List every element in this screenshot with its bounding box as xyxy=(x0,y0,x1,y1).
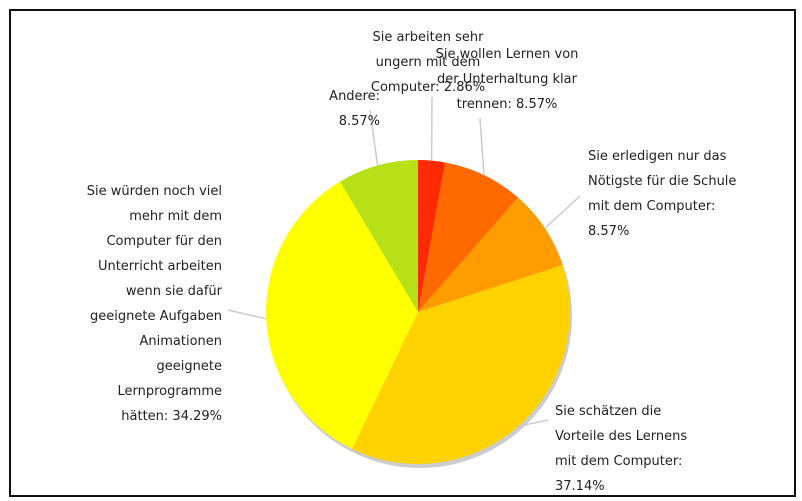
pie-slice xyxy=(266,181,418,449)
data-label: Sie schätzen die Vorteile des Lernens mi… xyxy=(555,404,688,494)
pie-slice xyxy=(418,160,446,312)
frame xyxy=(9,9,796,497)
leader-line xyxy=(544,195,581,229)
leader-line xyxy=(369,109,379,166)
pie-slice xyxy=(340,160,418,312)
leader-line xyxy=(227,309,267,320)
pie-slice xyxy=(418,162,519,312)
data-label: Sie wollen Lernen von der Unterhaltung k… xyxy=(435,47,579,112)
pie-slice xyxy=(352,265,571,464)
leader-line xyxy=(479,117,485,176)
data-label: Sie würden noch viel mehr mit dem Comput… xyxy=(86,184,222,424)
data-label: Sie erledigen nur das Nötigste für die S… xyxy=(588,149,737,239)
data-label: Andere: 8.57% xyxy=(329,89,380,129)
leader-line xyxy=(517,419,549,428)
pie-slice xyxy=(418,197,563,312)
data-label: Sie arbeiten sehr ungern mit dem Compute… xyxy=(370,30,486,95)
